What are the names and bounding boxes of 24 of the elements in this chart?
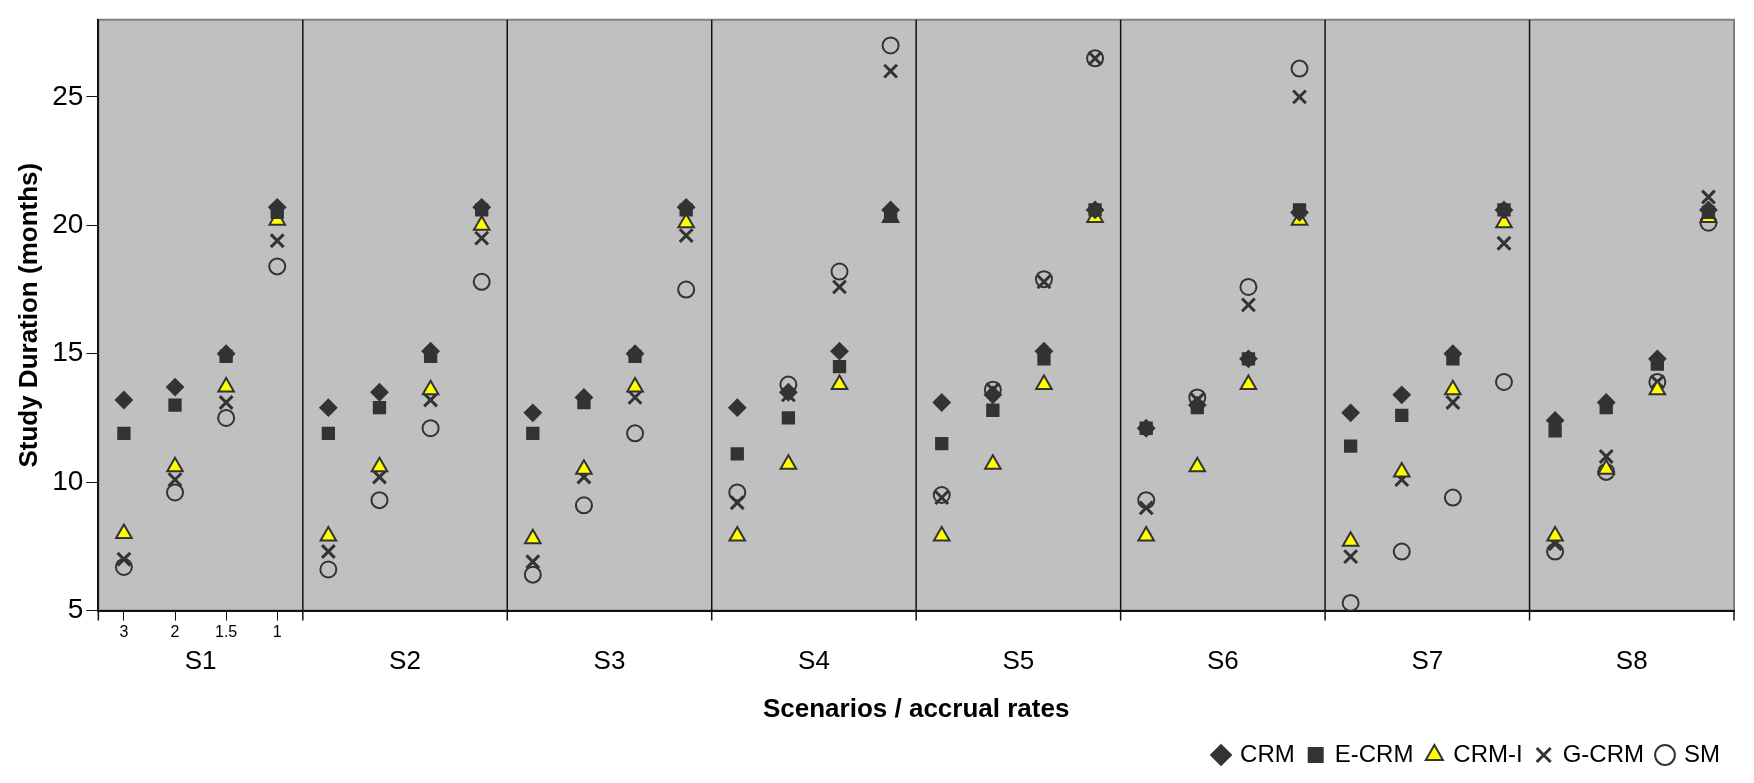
y-tick-label: 25 [52, 79, 84, 111]
text: S4 [798, 644, 830, 675]
y-tick-label: 20 [52, 208, 84, 240]
legend-label: E-CRM [1334, 739, 1414, 767]
legend-label: CRM-I [1453, 739, 1523, 767]
text: S2 [389, 644, 421, 675]
x-tick-label: 2 [170, 622, 180, 640]
text: S5 [1002, 644, 1035, 675]
y-axis-title: Study Duration (months) [12, 162, 43, 468]
legend-label: SM [1684, 739, 1720, 767]
y-tick-label: 5 [67, 593, 84, 625]
legend-label: G-CRM [1562, 739, 1645, 767]
y-tick-label: 10 [52, 464, 84, 496]
text: S7 [1411, 644, 1444, 675]
text: S3 [593, 644, 626, 675]
y-tick-label: 15 [52, 336, 84, 368]
x-tick-label: 1 [272, 622, 282, 640]
text: S1 [184, 644, 217, 675]
text: S8 [1615, 644, 1648, 675]
text: S6 [1206, 644, 1239, 675]
x-tick-label: 1.5 [215, 622, 238, 640]
legend-label: CRM [1240, 739, 1295, 767]
x-tick-label: 3 [119, 622, 129, 640]
x-axis-title: Scenarios / accrual rates [762, 692, 1070, 723]
